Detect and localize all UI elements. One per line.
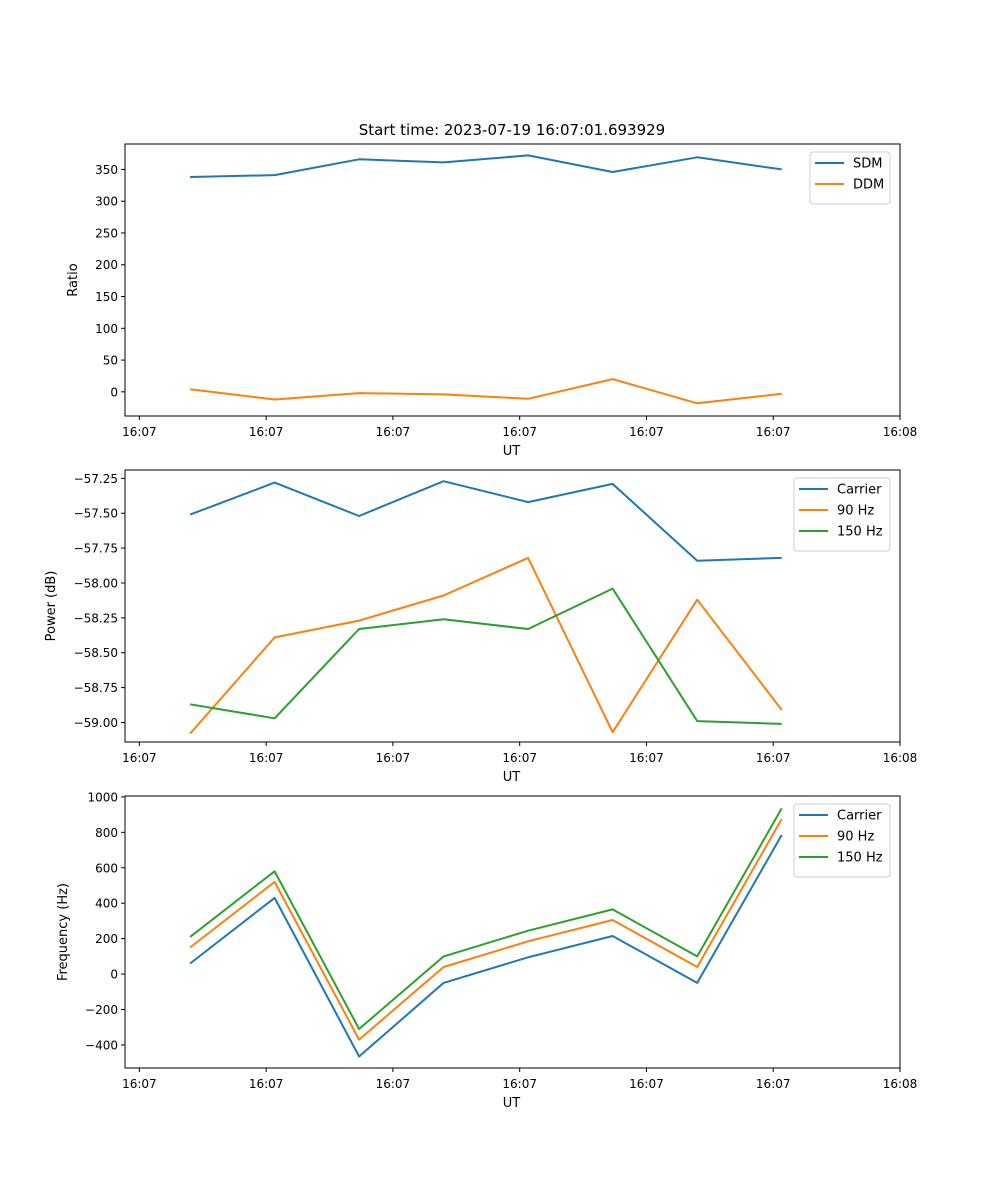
y-tick-label: 1000 bbox=[87, 790, 118, 804]
y-tick-label: 350 bbox=[95, 163, 118, 177]
legend-frame bbox=[793, 477, 891, 552]
y-tick-label: 0 bbox=[110, 968, 118, 982]
y-axis-label: Ratio bbox=[66, 263, 81, 296]
series-line-150-hz bbox=[189, 807, 783, 1030]
y-tick-label: −57.25 bbox=[74, 472, 118, 486]
y-tick-label: −58.50 bbox=[74, 646, 118, 660]
x-tick-label: 16:08 bbox=[883, 751, 918, 765]
y-tick-label: 800 bbox=[95, 826, 118, 840]
x-tick-label: 16:07 bbox=[122, 751, 157, 765]
y-tick-label: −58.00 bbox=[74, 576, 118, 590]
y-tick-label: 100 bbox=[95, 322, 118, 336]
legend: Carrier 90 Hz 150 Hz bbox=[793, 803, 891, 878]
y-tick-label: −57.50 bbox=[74, 507, 118, 521]
x-tick-label: 16:07 bbox=[249, 1077, 284, 1091]
x-tick-label: 16:07 bbox=[629, 1077, 664, 1091]
y-axis-label: Power (dB) bbox=[44, 571, 59, 642]
y-tick-label: 300 bbox=[95, 195, 118, 209]
y-tick-label: −200 bbox=[85, 1003, 118, 1017]
x-axis-label: UT bbox=[503, 444, 521, 459]
series-line-carrier bbox=[189, 834, 783, 1058]
y-tick-label: −58.75 bbox=[74, 681, 118, 695]
y-tick-label: 200 bbox=[95, 932, 118, 946]
axes-frame bbox=[124, 143, 901, 417]
y-tick-label: −59.00 bbox=[74, 716, 118, 730]
x-axis-label: UT bbox=[503, 1096, 521, 1111]
legend-label: Carrier bbox=[837, 483, 882, 498]
y-tick-label: 200 bbox=[95, 258, 118, 272]
x-tick-label: 16:07 bbox=[122, 425, 157, 439]
x-tick-label: 16:07 bbox=[249, 425, 284, 439]
series-line-carrier bbox=[189, 480, 782, 562]
panel-2: 16:07 16:07 16:07 16:07 16:07 16:07 16:08 −59.0… bbox=[44, 469, 918, 785]
legend-label: 150 Hz bbox=[837, 525, 883, 540]
x-tick-label: 16:07 bbox=[376, 1077, 411, 1091]
x-tick-label: 16:07 bbox=[756, 751, 791, 765]
y-tick-label: 400 bbox=[95, 897, 118, 911]
series-line-sdm bbox=[190, 154, 782, 178]
legend: Carrier 90 Hz 150 Hz bbox=[793, 477, 891, 552]
legend-frame bbox=[809, 151, 891, 205]
x-tick-label: 16:07 bbox=[249, 751, 284, 765]
x-tick-label: 16:07 bbox=[756, 1077, 791, 1091]
legend-frame bbox=[793, 803, 891, 878]
x-tick-label: 16:07 bbox=[502, 1077, 537, 1091]
y-tick-label: 50 bbox=[103, 354, 118, 368]
x-tick-label: 16:07 bbox=[629, 425, 664, 439]
series-line-90-hz bbox=[189, 818, 783, 1041]
y-tick-label: 0 bbox=[110, 385, 118, 399]
series-line-ddm bbox=[189, 378, 782, 405]
legend: SDM DDM bbox=[809, 151, 891, 205]
series-line-150-hz bbox=[189, 587, 782, 725]
y-tick-label: 150 bbox=[95, 290, 118, 304]
x-tick-label: 16:07 bbox=[756, 425, 791, 439]
x-tick-label: 16:07 bbox=[502, 751, 537, 765]
y-tick-label: 250 bbox=[95, 226, 118, 240]
legend-label: 150 Hz bbox=[837, 851, 883, 866]
y-axis-label: Frequency (Hz) bbox=[56, 883, 71, 981]
y-tick-label: −57.75 bbox=[74, 542, 118, 556]
legend-label: SDM bbox=[853, 157, 882, 172]
x-tick-label: 16:07 bbox=[629, 751, 664, 765]
x-tick-label: 16:07 bbox=[122, 1077, 157, 1091]
y-tick-label: −400 bbox=[85, 1038, 118, 1052]
legend-label: DDM bbox=[853, 178, 884, 193]
y-tick-label: −58.25 bbox=[74, 611, 118, 625]
legend-label: 90 Hz bbox=[837, 830, 874, 845]
x-tick-label: 16:07 bbox=[376, 425, 411, 439]
axes-frame bbox=[124, 795, 901, 1069]
x-tick-label: 16:07 bbox=[376, 751, 411, 765]
x-tick-label: 16:07 bbox=[502, 425, 537, 439]
panel-1: 16:07 16:07 16:07 16:07 16:07 16:07 16:08 0 50 10… bbox=[66, 143, 918, 459]
axes-frame bbox=[124, 469, 901, 743]
figure-title: Start time: 2023-07-19 16:07:01.693929 bbox=[359, 121, 665, 139]
series-line-90-hz bbox=[189, 556, 783, 735]
x-tick-label: 16:08 bbox=[883, 425, 918, 439]
panel-3: 16:07 16:07 16:07 16:07 16:07 16:07 16:08 −400 −… bbox=[56, 790, 917, 1111]
legend-label: Carrier bbox=[837, 809, 882, 824]
legend-label: 90 Hz bbox=[837, 504, 874, 519]
y-tick-label: 600 bbox=[95, 861, 118, 875]
x-axis-label: UT bbox=[503, 770, 521, 785]
x-tick-label: 16:08 bbox=[883, 1077, 918, 1091]
